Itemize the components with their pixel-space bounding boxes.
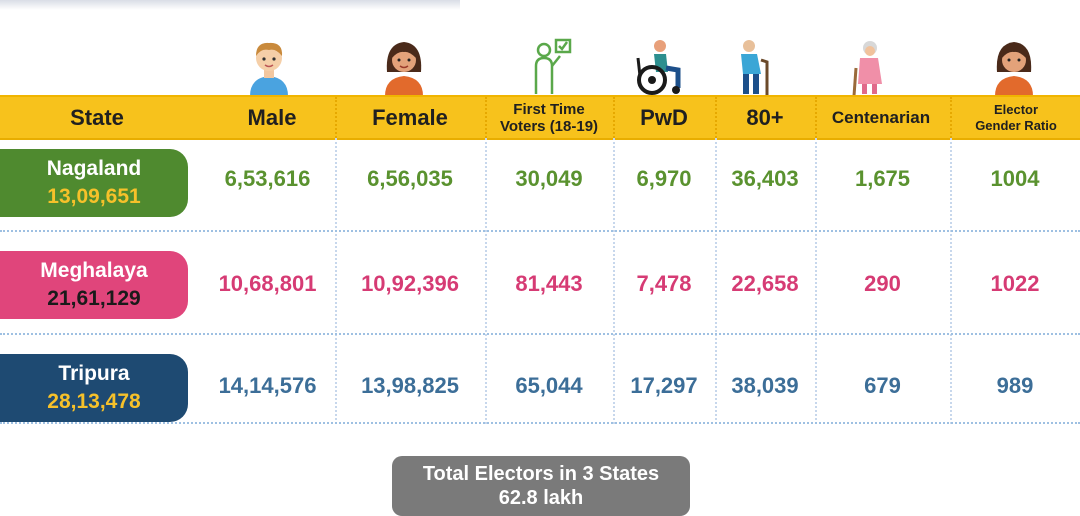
cell-female: 10,92,396	[361, 271, 459, 296]
state-name: Tripura	[58, 362, 130, 385]
elderly-with-cane-icon	[741, 40, 769, 96]
cell-80-plus: 22,658	[731, 271, 799, 296]
title-strip-cropped	[0, 0, 460, 10]
header-pwd: PwD	[640, 104, 688, 130]
row-divider	[0, 230, 1080, 232]
header-divider	[335, 97, 337, 138]
cell-first-time-voters: 65,044	[515, 373, 583, 398]
column-divider	[815, 138, 817, 424]
state-badge-meghalaya: Meghalaya 21,61,129	[0, 251, 188, 319]
wheelchair-icon	[636, 40, 681, 95]
cell-first-time-voters: 30,049	[515, 166, 583, 191]
cell-centenarian: 679	[864, 373, 901, 398]
table-header: State Male Female First Time Voters (18-…	[0, 95, 1080, 140]
column-divider	[950, 138, 952, 424]
column-divider	[485, 138, 487, 424]
header-state: State	[70, 104, 124, 130]
cell-male: 6,53,616	[224, 166, 311, 191]
header-first-time-voters: First Time Voters (18-19)	[486, 97, 612, 138]
row-divider	[0, 333, 1080, 335]
cell-80-plus: 38,039	[731, 373, 799, 398]
total-electors-box: Total Electors in 3 States 62.8 lakh	[392, 456, 690, 516]
header-divider	[485, 97, 487, 138]
state-badge-tripura: Tripura 28,13,478	[0, 354, 188, 422]
state-name: Meghalaya	[40, 259, 148, 282]
male-voter-icon	[250, 42, 288, 96]
header-divider	[613, 97, 615, 138]
header-centenarian: Centenarian	[831, 107, 931, 127]
cell-female: 13,98,825	[361, 373, 459, 398]
header-male: Male	[247, 104, 297, 130]
female-voter-icon	[385, 42, 423, 96]
state-total-electors: 28,13,478	[47, 390, 141, 413]
cell-gender-ratio: 1004	[990, 166, 1040, 191]
header-80-plus: 80+	[746, 104, 784, 130]
column-divider	[715, 138, 717, 424]
cell-first-time-voters: 81,443	[515, 271, 583, 296]
cell-gender-ratio: 989	[996, 373, 1034, 398]
column-divider	[335, 138, 337, 424]
header-first-time-line2: Voters (18-19)	[499, 117, 599, 135]
header-divider	[815, 97, 817, 138]
total-electors-label: Total Electors in 3 States	[422, 463, 660, 485]
header-gender-ratio-line1: Elector	[993, 101, 1039, 117]
cell-male: 14,14,576	[218, 373, 317, 398]
column-divider	[613, 138, 615, 424]
total-electors-value: 62.8 lakh	[498, 487, 584, 509]
cell-pwd: 7,478	[636, 271, 692, 296]
cell-pwd: 17,297	[630, 373, 698, 398]
cell-female: 6,56,035	[367, 166, 453, 191]
header-divider	[715, 97, 717, 138]
cell-centenarian: 290	[864, 271, 901, 296]
state-badge-nagaland: Nagaland 13,09,651	[0, 149, 188, 217]
header-divider	[950, 97, 952, 138]
row-divider	[0, 422, 1080, 424]
header-elector-gender-ratio: Elector Gender Ratio	[952, 97, 1080, 138]
cell-gender-ratio: 1022	[990, 271, 1040, 296]
state-total-electors: 21,61,129	[47, 287, 141, 310]
centenarian-icon	[852, 41, 882, 96]
woman-icon	[995, 42, 1033, 96]
first-time-voter-icon	[534, 38, 572, 94]
cell-80-plus: 36,403	[731, 166, 799, 191]
header-female: Female	[372, 104, 448, 130]
cell-male: 10,68,801	[218, 271, 317, 296]
cell-centenarian: 1,675	[854, 166, 911, 191]
state-total-electors: 13,09,651	[47, 185, 141, 208]
header-first-time-line1: First Time	[513, 100, 585, 118]
header-gender-ratio-line2: Gender Ratio	[975, 117, 1057, 133]
cell-pwd: 6,970	[636, 166, 692, 191]
state-name: Nagaland	[46, 157, 142, 180]
